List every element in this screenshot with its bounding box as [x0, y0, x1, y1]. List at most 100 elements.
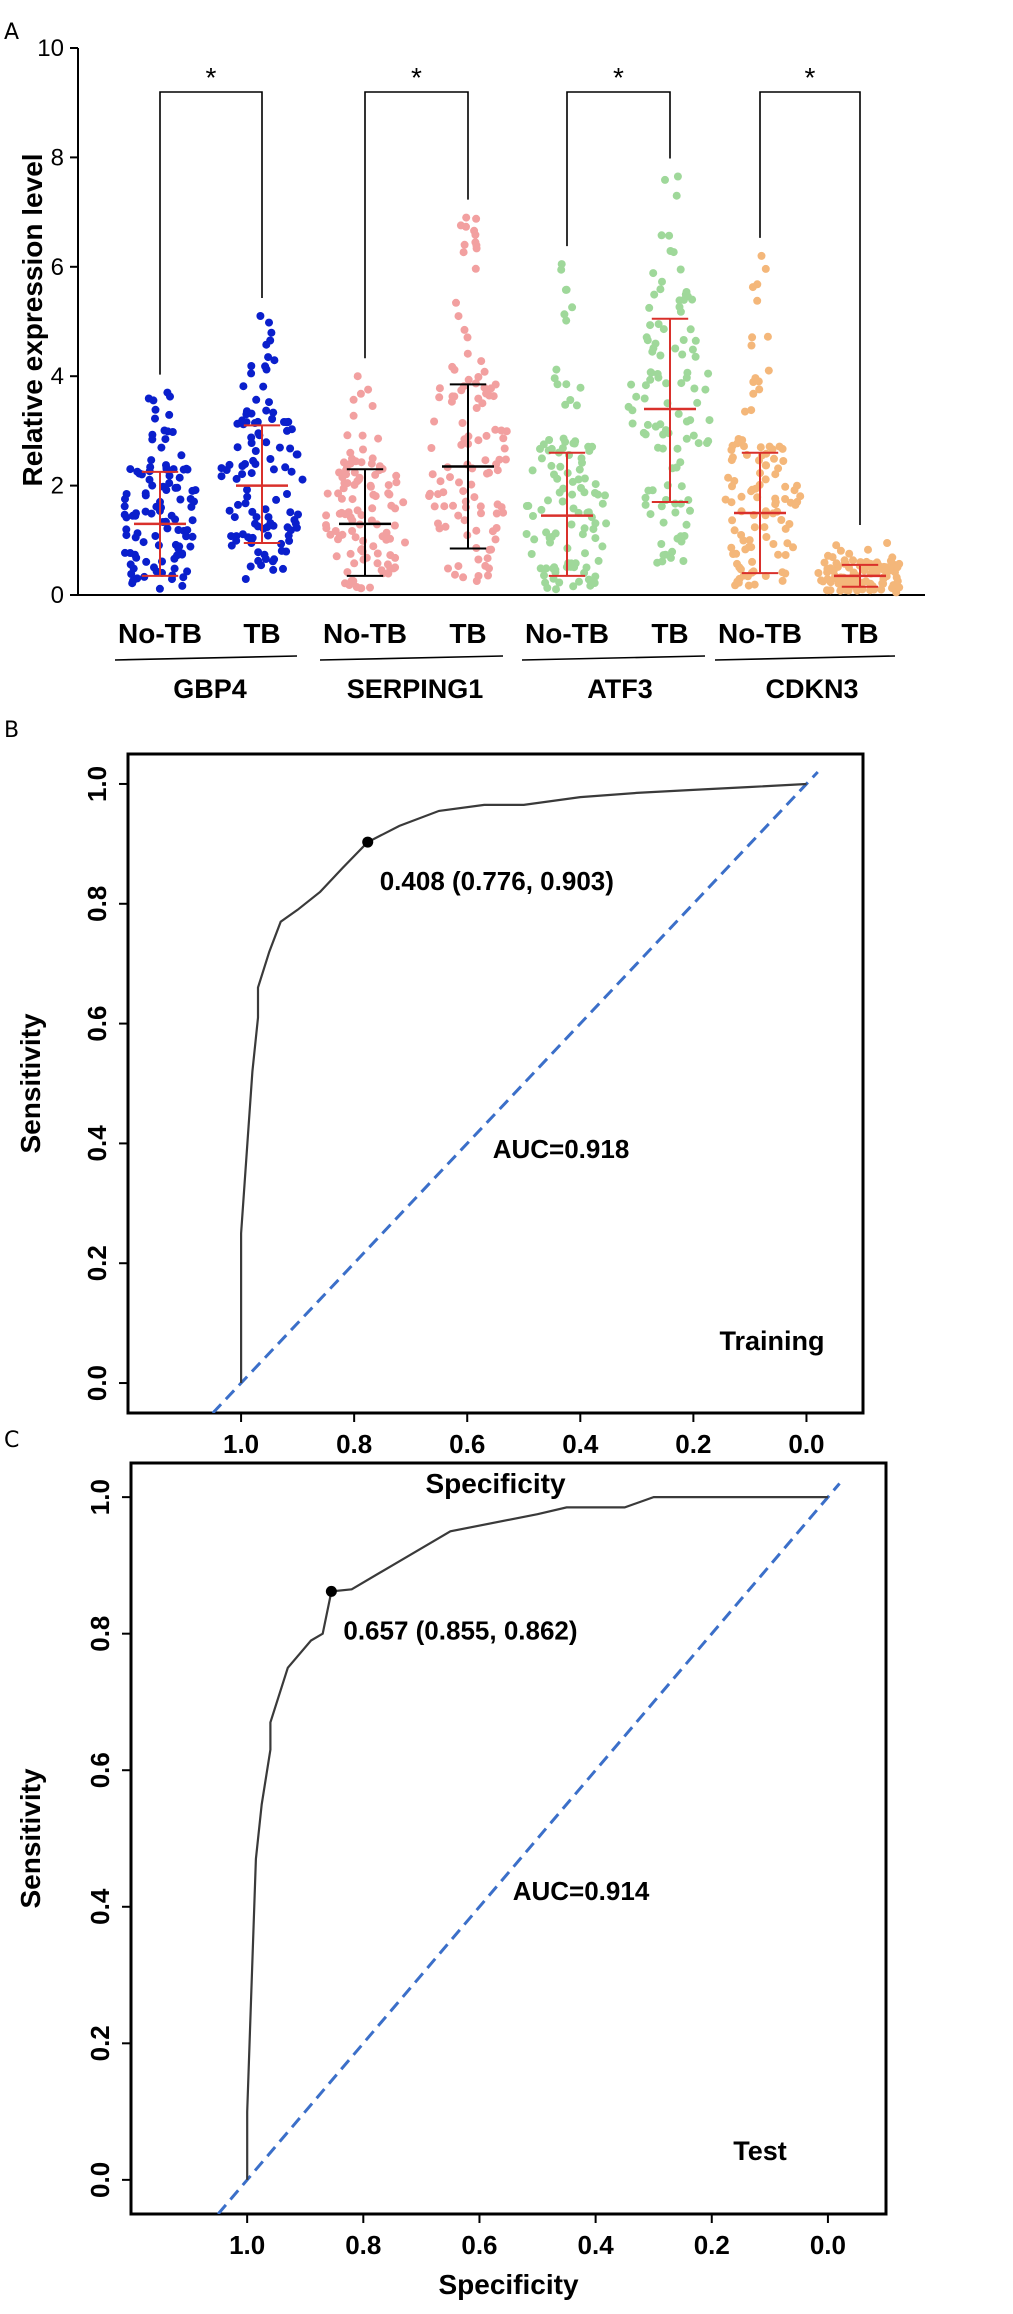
data-point-serping1	[391, 563, 400, 572]
data-point-atf3	[704, 369, 713, 378]
data-point-serping1	[368, 504, 377, 513]
data-point-cdkn3	[826, 578, 835, 587]
data-point-atf3	[642, 333, 651, 342]
data-point-serping1	[343, 479, 352, 488]
condition-label: No-TB	[118, 618, 202, 649]
data-point-serping1	[364, 385, 373, 394]
data-point-atf3	[581, 549, 589, 558]
data-point-serping1	[482, 389, 491, 398]
data-point-gbp4	[147, 509, 156, 518]
data-point-serping1	[391, 504, 400, 513]
data-point-gbp4	[122, 525, 131, 534]
data-point-gbp4	[132, 553, 141, 562]
data-point-gbp4	[247, 369, 256, 378]
data-point-cdkn3	[774, 550, 783, 559]
data-point-atf3	[645, 303, 654, 312]
data-point-gbp4	[168, 428, 177, 436]
data-point-atf3	[677, 482, 686, 491]
data-point-cdkn3	[748, 333, 757, 342]
data-point-atf3	[575, 465, 584, 474]
data-point-serping1	[390, 521, 399, 530]
data-point-serping1	[349, 411, 358, 420]
data-point-serping1	[353, 372, 362, 381]
data-point-cdkn3	[850, 578, 859, 586]
data-point-atf3	[646, 510, 655, 519]
data-point-serping1	[446, 473, 454, 482]
data-point-atf3	[545, 533, 554, 542]
data-point-serping1	[455, 478, 463, 487]
data-point-cdkn3	[748, 485, 757, 494]
data-point-gbp4	[269, 465, 278, 474]
data-point-serping1	[391, 553, 400, 562]
data-point-gbp4	[161, 435, 170, 444]
data-point-serping1	[460, 240, 469, 249]
data-point-cdkn3	[819, 577, 827, 586]
data-point-atf3	[561, 437, 570, 446]
data-point-gbp4	[157, 443, 166, 452]
data-point-atf3	[677, 537, 686, 546]
significance-star: *	[613, 62, 624, 93]
data-point-serping1	[500, 444, 509, 453]
data-point-serping1	[491, 425, 500, 434]
data-point-cdkn3	[893, 562, 902, 571]
data-point-gbp4	[290, 516, 299, 524]
data-point-cdkn3	[778, 444, 787, 453]
data-point-cdkn3	[796, 492, 805, 501]
data-point-serping1	[460, 325, 469, 334]
data-point-atf3	[677, 379, 686, 388]
data-point-serping1	[428, 470, 437, 479]
data-point-gbp4	[281, 463, 290, 472]
data-point-cdkn3	[849, 556, 857, 565]
data-point-gbp4	[140, 572, 149, 581]
data-point-atf3	[682, 520, 691, 529]
panel-a-y-tick-label: 2	[51, 473, 64, 500]
data-point-atf3	[673, 172, 682, 181]
data-point-cdkn3	[771, 470, 780, 479]
data-point-gbp4	[121, 548, 129, 557]
data-point-cdkn3	[753, 296, 762, 305]
data-point-serping1	[349, 577, 358, 586]
data-point-atf3	[558, 497, 567, 506]
data-point-gbp4	[171, 515, 180, 524]
data-point-serping1	[346, 513, 355, 522]
data-point-cdkn3	[864, 545, 872, 554]
data-point-serping1	[483, 469, 491, 478]
data-point-gbp4	[234, 500, 242, 509]
data-point-atf3	[568, 303, 577, 312]
data-point-gbp4	[144, 394, 153, 403]
data-point-gbp4	[266, 519, 275, 528]
data-point-gbp4	[298, 475, 307, 484]
data-point-serping1	[471, 264, 480, 273]
data-point-atf3	[641, 381, 650, 390]
data-point-gbp4	[160, 426, 169, 435]
x-tick-label: 0.8	[336, 1429, 372, 1459]
data-point-cdkn3	[753, 280, 762, 289]
data-point-serping1	[502, 427, 511, 436]
panel-a-y-tick-label: 0	[51, 582, 64, 609]
data-point-cdkn3	[747, 406, 756, 415]
data-point-atf3	[552, 365, 561, 374]
data-point-serping1	[460, 435, 469, 444]
data-point-serping1	[430, 417, 439, 426]
data-point-serping1	[343, 568, 352, 577]
data-point-cdkn3	[882, 572, 891, 581]
data-point-atf3	[552, 585, 560, 594]
data-point-cdkn3	[769, 540, 778, 548]
data-point-atf3	[641, 500, 650, 509]
data-point-atf3	[567, 559, 576, 568]
data-point-serping1	[350, 559, 359, 568]
data-point-gbp4	[243, 492, 252, 501]
data-point-atf3	[527, 550, 536, 558]
data-point-atf3	[544, 496, 552, 505]
data-point-atf3	[570, 439, 579, 448]
data-point-gbp4	[247, 362, 256, 370]
threshold-point	[325, 1585, 337, 1597]
data-point-cdkn3	[879, 579, 888, 588]
y-axis-title: Sensitivity	[15, 1768, 46, 1908]
x-tick-label: 1.0	[223, 1429, 259, 1459]
data-point-gbp4	[188, 532, 197, 541]
data-point-atf3	[656, 351, 665, 360]
data-point-serping1	[358, 431, 367, 440]
panel-a-y-tick-label: 6	[51, 254, 64, 281]
data-point-atf3	[640, 394, 649, 403]
